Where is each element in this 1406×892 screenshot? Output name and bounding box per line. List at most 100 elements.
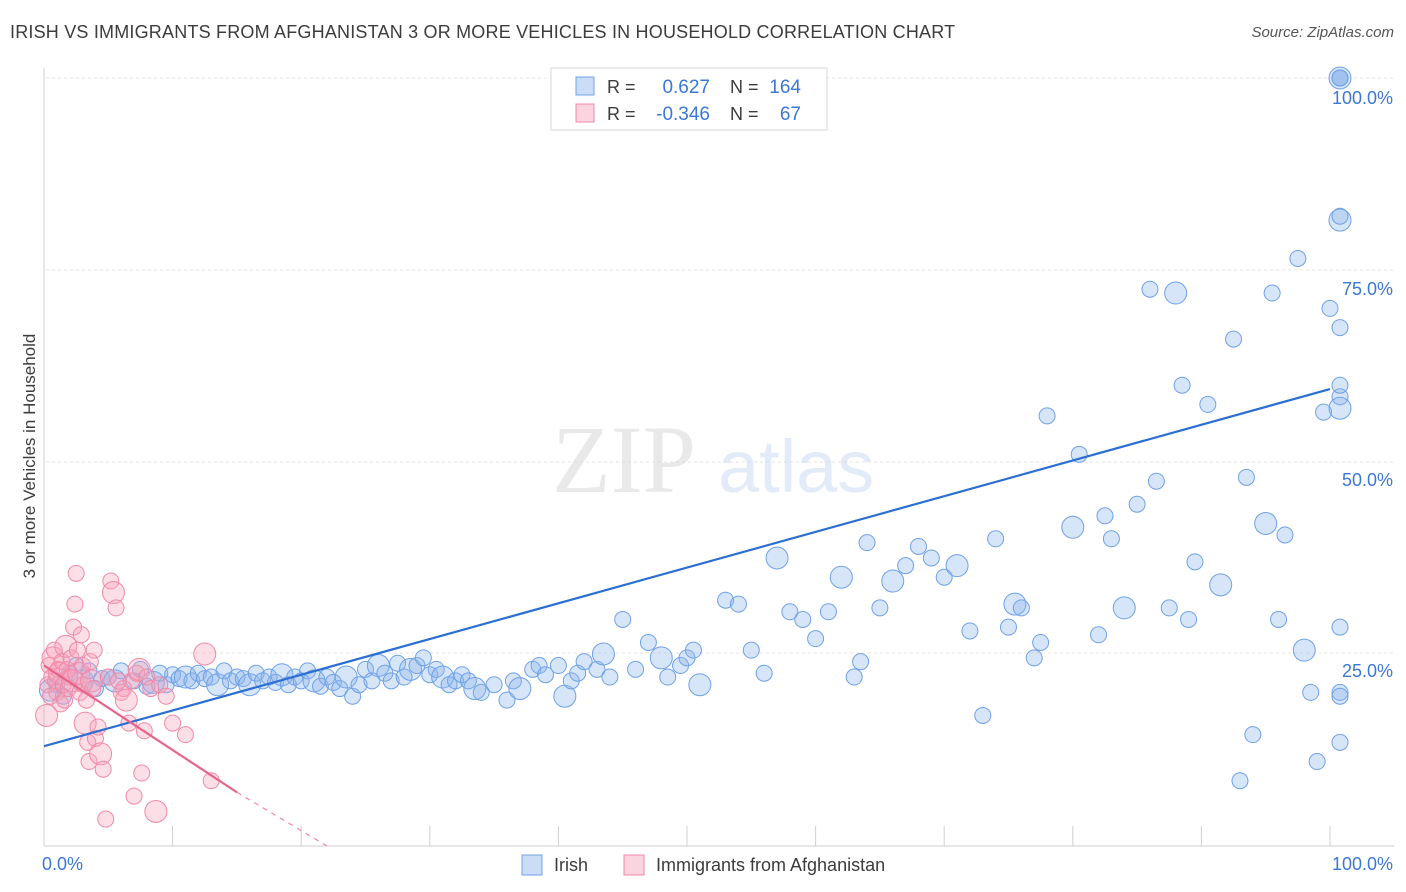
irish-point-155 (1328, 396, 1352, 420)
irish-point-57 (414, 649, 432, 667)
stats-legend-n-label-irish: N = (730, 77, 759, 97)
irish-point-128 (1147, 472, 1165, 490)
irish-point-120 (1061, 515, 1085, 539)
afghan-point-56 (133, 764, 151, 782)
irish-point-125 (1112, 596, 1136, 620)
irish-point-145 (1292, 638, 1316, 662)
watermark-zip: ZIP (552, 406, 696, 513)
bottom-legend-swatch-irish (521, 854, 543, 876)
irish-point-138 (1237, 468, 1255, 486)
afghan-trendline-extension (236, 791, 328, 847)
irish-point-92 (729, 595, 747, 613)
afghan-point-42 (97, 810, 115, 828)
afghan-point-27 (72, 626, 90, 644)
irish-point-85 (649, 646, 673, 670)
irish-point-136 (1225, 330, 1243, 348)
irish-point-100 (829, 565, 853, 589)
bottom-legend-swatch-afghan (623, 854, 645, 876)
irish-point-68 (498, 691, 516, 709)
irish-point-104 (871, 599, 889, 617)
irish-point-107 (909, 537, 927, 555)
y-tick-label-75: 75.0% (1342, 279, 1393, 299)
irish-point-129 (1160, 599, 1178, 617)
irish-point-142 (1270, 610, 1288, 628)
irish-point-114 (1000, 618, 1017, 636)
afghan-point-22 (66, 595, 84, 613)
x-ticks (43, 826, 1331, 846)
irish-points (38, 66, 1352, 790)
y-axis-title: 3 or more Vehicles in Household (20, 334, 39, 579)
irish-point-115 (1003, 592, 1027, 616)
irish-point-79 (588, 660, 606, 678)
afghan-trendline (43, 664, 238, 794)
irish-point-74 (549, 657, 567, 675)
stats-legend-r-value-irish: 0.627 (662, 77, 710, 98)
irish-point-124 (1102, 530, 1120, 548)
x-tick-label-0: 0.0% (42, 854, 83, 874)
irish-point-103 (858, 534, 876, 552)
stats-legend: R = 0.627 N = 164 R = -0.346 N = 67 (550, 67, 828, 131)
irish-point-102 (852, 653, 870, 671)
afghan-point-50 (114, 688, 138, 712)
irish-point-73 (537, 666, 555, 684)
irish-point-86 (659, 668, 677, 686)
irish-point-41 (311, 677, 329, 695)
irish-point-119 (1038, 407, 1056, 425)
stats-legend-r-label-afghan: R = (607, 104, 636, 124)
afghan-point-15 (54, 634, 78, 658)
irish-point-151 (1331, 683, 1349, 701)
irish-point-132 (1180, 610, 1198, 628)
irish-point-122 (1090, 626, 1108, 644)
irish-point-143 (1276, 526, 1294, 544)
irish-point-140 (1254, 511, 1278, 535)
irish-trendline (43, 387, 1331, 748)
irish-point-89 (684, 641, 702, 659)
irish-point-50 (366, 654, 390, 678)
irish-point-134 (1199, 395, 1217, 413)
y-tick-label-25: 25.0% (1342, 661, 1393, 681)
afghan-point-53 (125, 787, 143, 805)
irish-point-78 (575, 653, 593, 671)
irish-point-72 (530, 657, 548, 675)
irish-point-67 (485, 676, 503, 694)
stats-legend-n-label-afghan: N = (730, 104, 759, 124)
trendlines (43, 387, 1331, 847)
irish-point-118 (1032, 633, 1050, 651)
irish-point-84 (639, 633, 657, 651)
irish-point-81 (601, 668, 619, 686)
afghan-point-0 (35, 703, 59, 727)
irish-point-147 (1308, 753, 1326, 771)
afghan-point-24 (68, 641, 86, 659)
afghan-point-40 (89, 742, 113, 766)
irish-point-44 (331, 680, 349, 698)
irish-point-139 (1244, 726, 1262, 744)
afghan-point-23 (67, 564, 85, 582)
irish-point-65 (463, 677, 487, 701)
irish-point-105 (881, 569, 905, 593)
irish-point-110 (945, 554, 969, 578)
irish-point-156 (1331, 618, 1349, 636)
irish-point-90 (688, 673, 712, 697)
irish-point-108 (922, 549, 940, 567)
stats-legend-n-value-irish: 164 (769, 77, 801, 98)
stats-legend-swatch-afghan (575, 103, 595, 123)
y-tick-label-50: 50.0% (1342, 470, 1393, 490)
irish-point-113 (987, 530, 1005, 548)
irish-point-62 (447, 672, 465, 690)
afghan-point-60 (144, 799, 168, 823)
irish-point-80 (591, 642, 615, 666)
irish-point-117 (1025, 649, 1043, 667)
irish-point-135 (1209, 573, 1233, 597)
irish-point-63 (453, 666, 471, 684)
irish-point-99 (819, 603, 837, 621)
irish-point-95 (765, 546, 789, 570)
irish-point-133 (1186, 553, 1204, 571)
irish-point-146 (1302, 683, 1320, 701)
irish-point-130 (1164, 281, 1188, 305)
y-tick-label-100: 100.0% (1332, 88, 1393, 108)
stats-legend-swatch-irish (575, 76, 595, 96)
irish-point-66 (472, 683, 490, 701)
irish-point-94 (755, 664, 773, 682)
irish-point-157 (1331, 733, 1349, 751)
